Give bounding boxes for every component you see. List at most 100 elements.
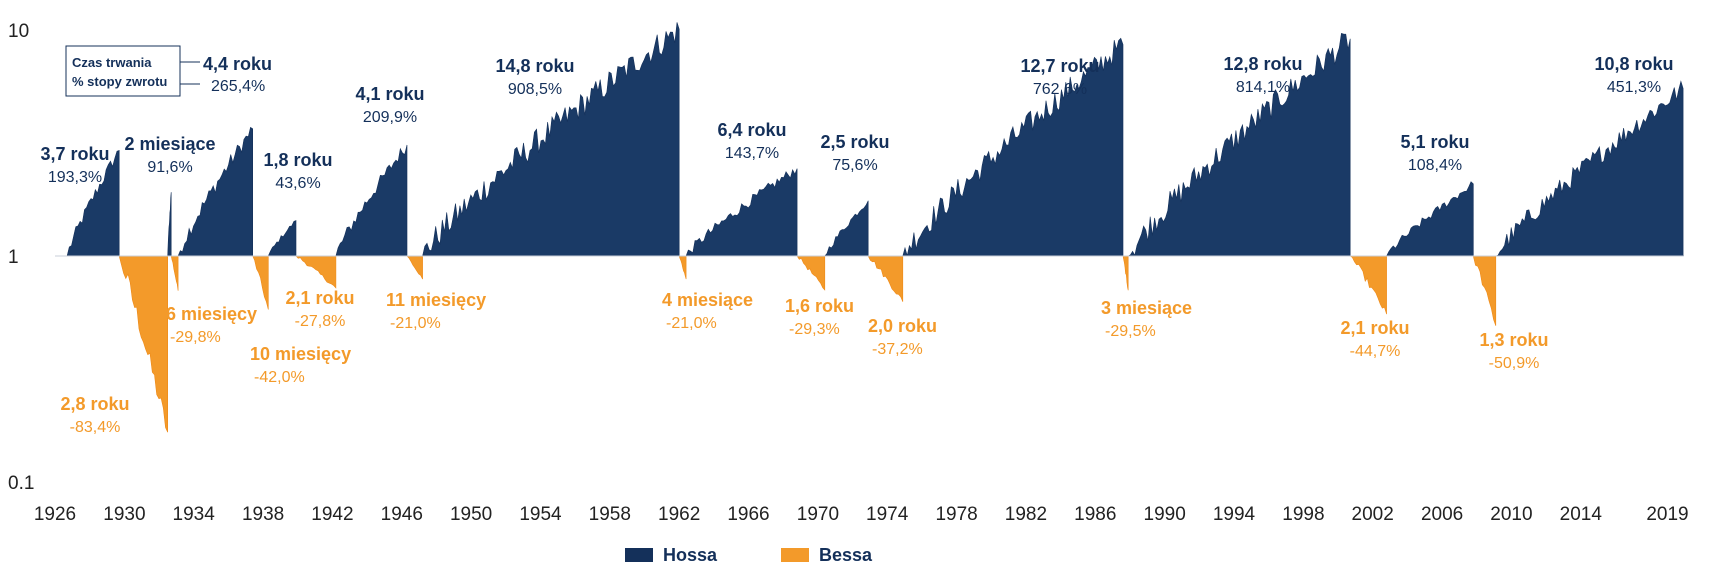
x-tick-label-2006: 2006 [1421,504,1463,525]
x-tick-label-1934: 1934 [173,504,216,525]
bull-market-area-0 [66,149,120,257]
market-label-return-17: -29,5% [1105,323,1156,340]
market-label-duration-22: 10,8 roku [1594,54,1673,74]
market-label-return-11: -21,0% [666,315,717,332]
legend-swatch-bessa [781,548,809,562]
x-tick-label-1930: 1930 [103,504,145,525]
bear-market-area-9 [406,255,423,280]
market-label-return-15: -37,2% [872,341,923,358]
y-tick-label-1: 1 [8,247,19,268]
bear-market-area-21 [1472,255,1497,326]
legend-box-duration: 4,4 roku [203,54,272,74]
bull-market-area-6 [267,220,297,257]
bear-market-area-5 [252,255,269,310]
market-label-return-6: 43,6% [275,175,320,192]
bear-market-area-13 [796,255,826,291]
bear-market-area-11 [678,255,687,280]
market-label-return-2: 91,6% [147,159,192,176]
x-tick-label-1950: 1950 [450,504,492,525]
x-tick-label-2010: 2010 [1490,504,1532,525]
x-tick-label-1994: 1994 [1213,504,1256,525]
market-label-return-5: -42,0% [254,369,305,386]
market-label-duration-10: 14,8 roku [495,56,574,76]
legend-swatch-hossa [625,548,653,562]
market-label-duration-1: 2,8 roku [60,394,129,414]
y-tick-label-0-1: 0.1 [8,473,34,494]
market-label-return-14: 75,6% [832,157,877,174]
x-tick-label-2002: 2002 [1352,504,1394,525]
x-tick-label-1966: 1966 [727,504,769,525]
bull-market-area-14 [824,200,869,257]
market-label-duration-21: 1,3 roku [1479,330,1548,350]
market-label-duration-19: 2,1 roku [1340,318,1409,338]
x-tick-label-1990: 1990 [1144,504,1186,525]
market-label-return-1: -83,4% [70,419,121,436]
bull-market-area-18 [1128,33,1351,257]
bear-market-area-15 [867,255,904,302]
market-label-return-18: 814,1% [1236,79,1290,96]
bear-market-area-3 [170,255,179,291]
x-tick-label-1942: 1942 [311,504,353,525]
legend: Hossa Bessa [625,545,873,565]
market-label-return-13: -29,3% [789,321,840,338]
market-label-duration-5: 10 miesięcy [250,344,351,364]
x-tick-label-1986: 1986 [1074,504,1116,525]
market-label-duration-13: 1,6 roku [785,296,854,316]
bull-market-area-20 [1386,181,1474,257]
legend-box-line1: Czas trwania [72,55,152,70]
legend-label-bessa: Bessa [819,545,873,565]
market-label-duration-6: 1,8 roku [263,150,332,170]
bear-market-area-17 [1122,255,1129,291]
y-tick-label-10: 10 [8,21,29,42]
y-axis: 10 1 0.1 [8,21,34,494]
market-label-duration-14: 2,5 roku [820,132,889,152]
legend-box-line2: % stopy zwrotu [72,74,167,89]
market-label-duration-7: 2,1 roku [285,288,354,308]
x-tick-label-2014: 2014 [1560,504,1603,525]
x-tick-label-1938: 1938 [242,504,284,525]
market-label-return-21: -50,9% [1489,355,1540,372]
market-label-duration-0: 3,7 roku [40,144,109,164]
bear-market-area-1 [118,255,168,433]
market-label-return-9: -21,0% [390,315,441,332]
x-tick-label-2019: 2019 [1646,504,1688,525]
market-label-duration-8: 4,1 roku [355,84,424,104]
market-label-return-0: 193,3% [48,169,102,186]
x-tick-label-1970: 1970 [797,504,839,525]
x-tick-label-1974: 1974 [866,504,909,525]
legend-box: Czas trwania % stopy zwrotu 4,4 roku 265… [65,45,272,97]
bull-market-area-10 [422,22,680,257]
market-label-return-10: 908,5% [508,81,562,98]
x-tick-label-1946: 1946 [381,504,423,525]
x-tick-label-1958: 1958 [589,504,631,525]
legend-box-frame [65,45,181,97]
x-tick-label-1998: 1998 [1282,504,1324,525]
x-tick-label-1982: 1982 [1005,504,1047,525]
market-label-return-7: -27,8% [295,313,346,330]
market-label-return-19: -44,7% [1350,343,1401,360]
market-label-return-16: 762,6% [1033,81,1087,98]
market-label-duration-15: 2,0 roku [868,316,937,336]
legend-box-return: 265,4% [211,78,265,95]
x-tick-label-1962: 1962 [658,504,700,525]
market-label-duration-17: 3 miesiące [1101,298,1192,318]
market-label-duration-2: 2 miesiące [124,134,215,154]
x-tick-label-1978: 1978 [935,504,977,525]
x-axis: 1926 1930 1934 1938 1942 1946 1950 1954 1958 1962… [34,504,1689,525]
bull-market-area-8 [335,144,408,257]
x-tick-label-1954: 1954 [519,504,562,525]
x-tick-label-1926: 1926 [34,504,76,525]
market-label-duration-20: 5,1 roku [1400,132,1469,152]
bear-market-area-19 [1349,255,1387,315]
bear-market-area-7 [295,255,337,289]
market-label-return-20: 108,4% [1408,157,1462,174]
market-label-duration-11: 4 miesiące [662,290,753,310]
market-label-return-8: 209,9% [363,109,417,126]
legend-label-hossa: Hossa [663,545,718,565]
bull-market-area-22 [1495,80,1684,257]
market-areas [66,22,1684,433]
bull-market-area-4 [177,126,253,257]
market-label-return-12: 143,7% [725,145,779,162]
